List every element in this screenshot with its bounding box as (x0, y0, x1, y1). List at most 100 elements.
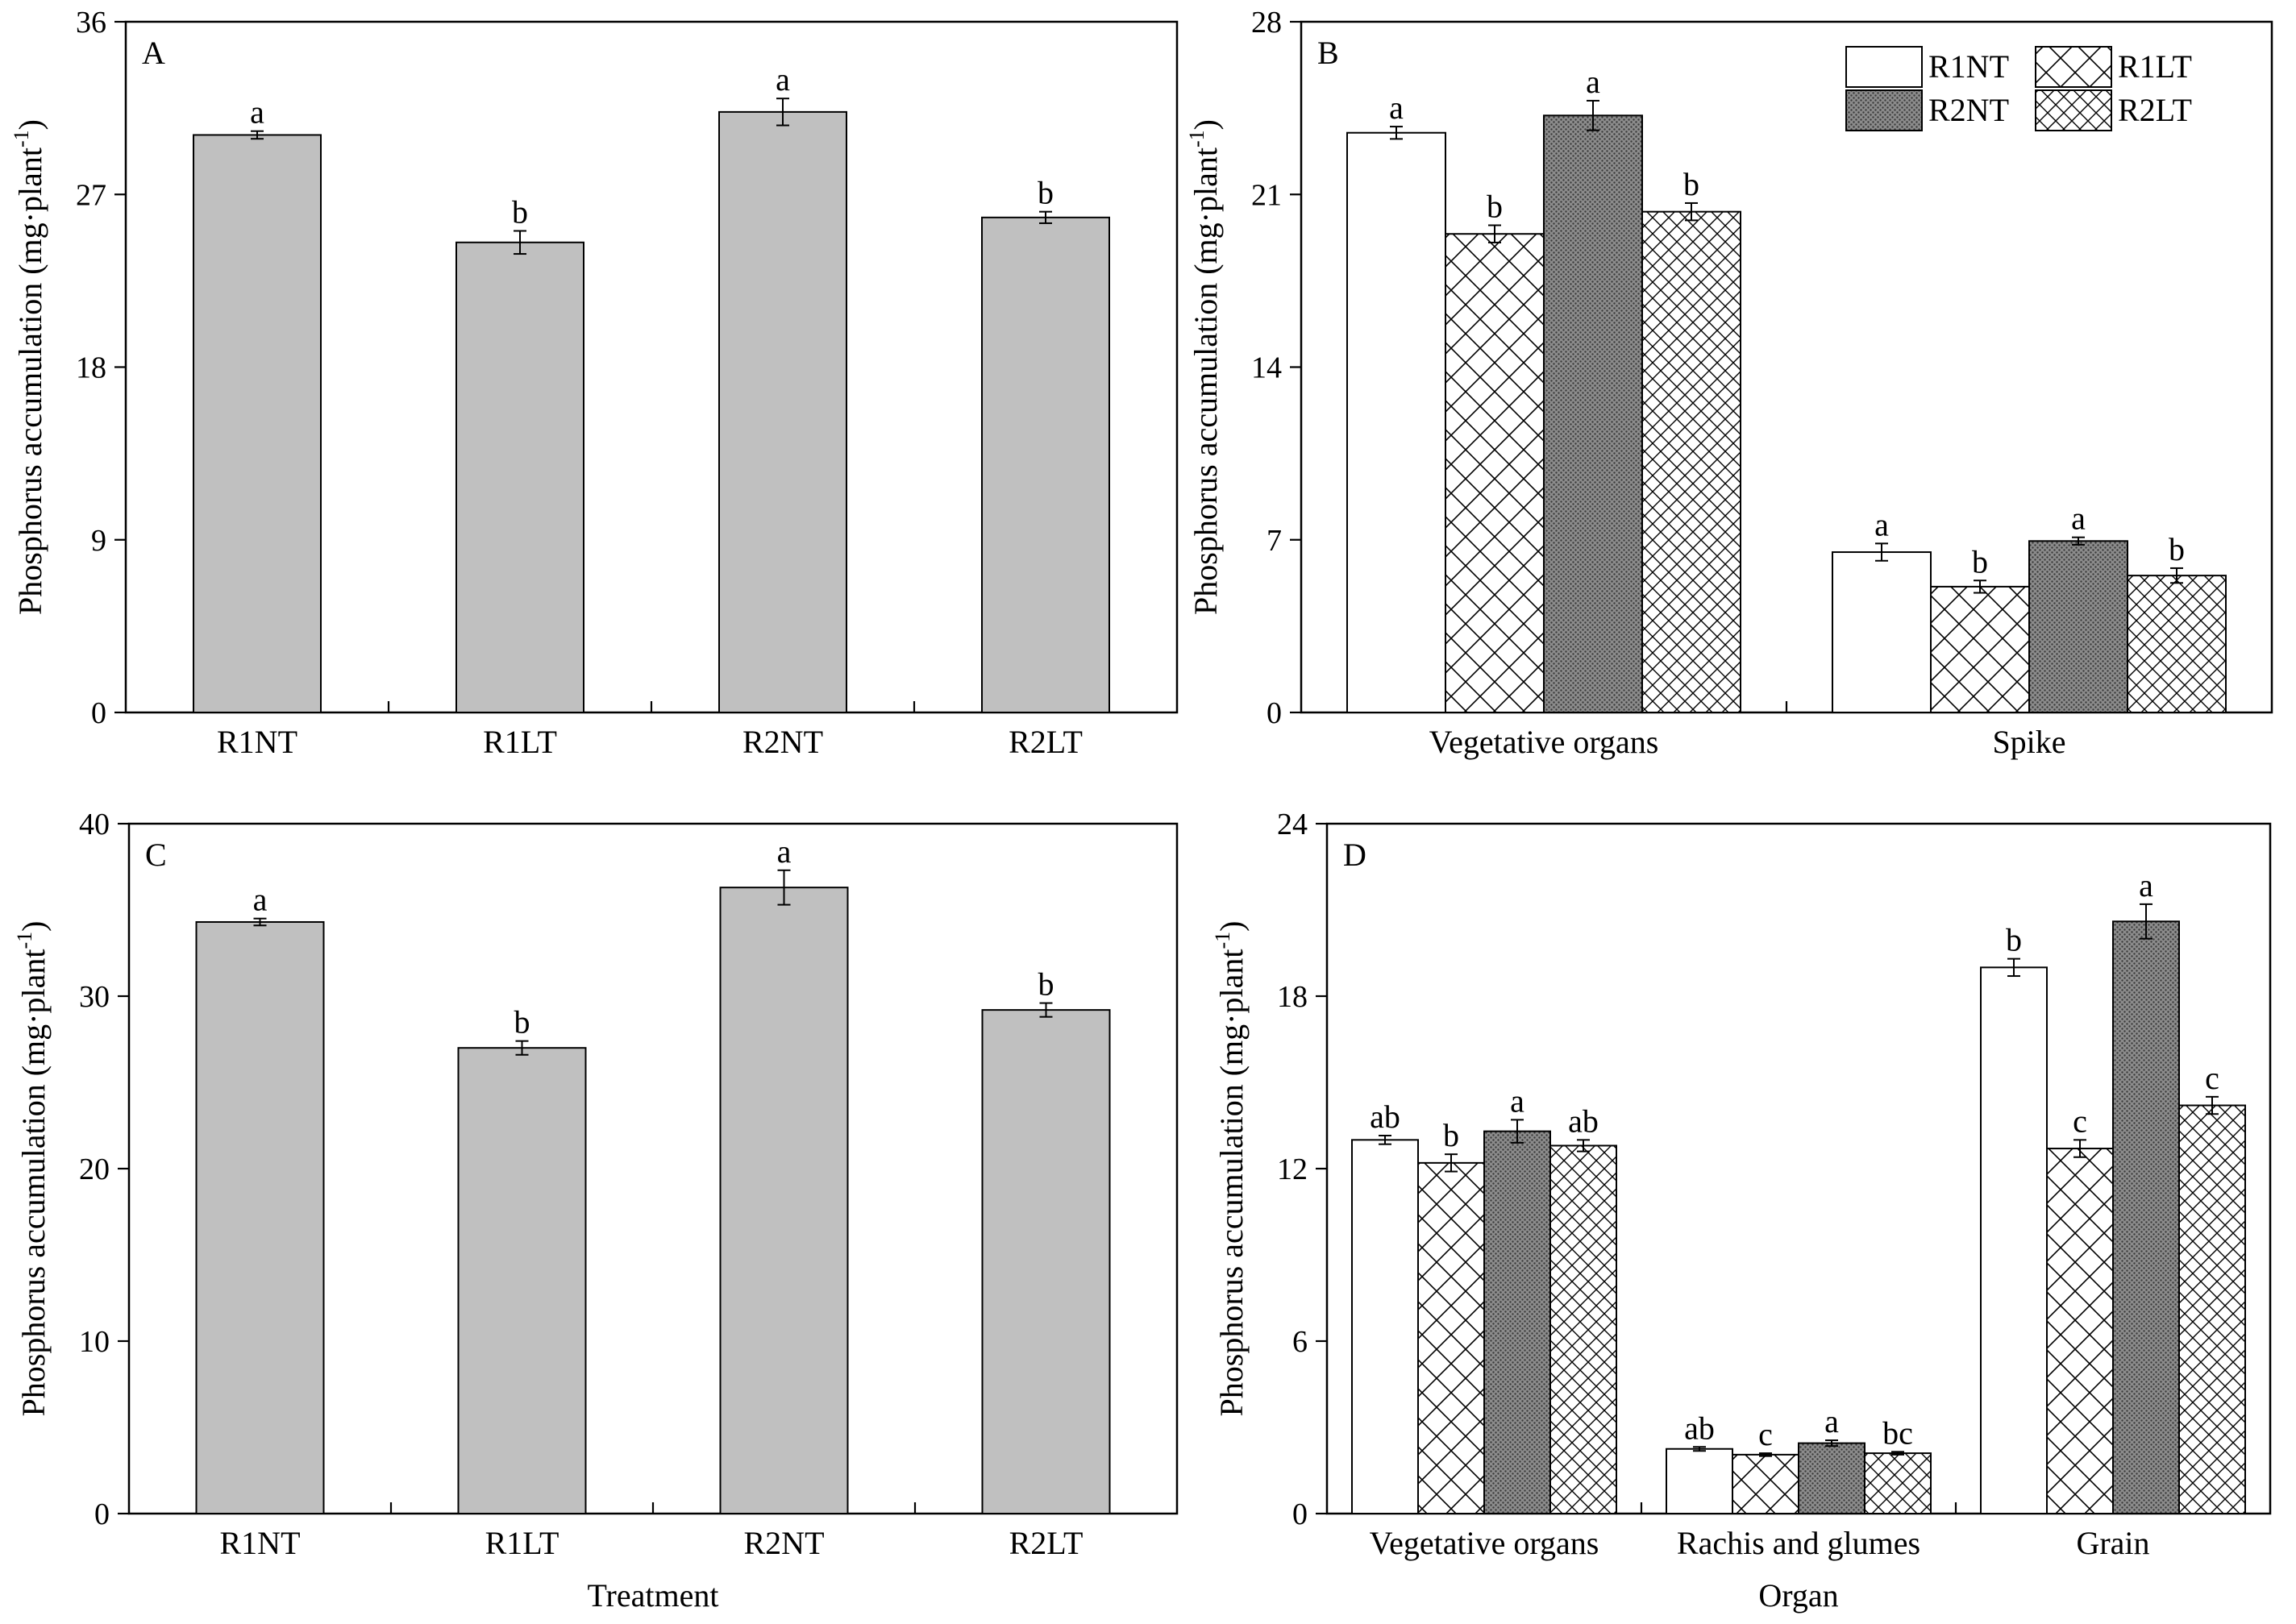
significance-letter: b (1487, 189, 1503, 225)
significance-letter: b (1443, 1117, 1459, 1153)
x-category-label: R2LT (1009, 1525, 1084, 1561)
significance-letter: ab (1370, 1099, 1400, 1135)
significance-letter: b (1683, 166, 1699, 202)
x-category-label: Spike (1992, 724, 2065, 760)
y-tick-label: 30 (79, 980, 110, 1014)
significance-letter: a (2071, 500, 2086, 537)
y-tick-label: 40 (79, 808, 110, 841)
panel-letter: D (1343, 837, 1366, 873)
legend: R1NT R1LT R2NT R2LT (1845, 46, 2192, 131)
bar (1417, 1161, 1485, 1515)
significance-letter: c (2073, 1103, 2087, 1139)
bar (455, 241, 584, 713)
y-axis-title: Phosphorus accumulation (mg·plant-1) (13, 921, 52, 1417)
significance-letter: a (253, 882, 268, 918)
bar (193, 134, 322, 714)
x-axis-title: Organ (1758, 1577, 1838, 1614)
significance-letter: b (514, 1004, 530, 1040)
significance-letter: b (1972, 543, 1988, 579)
significance-letter: b (2006, 922, 2022, 958)
x-category-label: R2LT (1009, 724, 1083, 760)
significance-letter: a (1824, 1403, 1839, 1439)
x-category-label: R1NT (217, 724, 297, 760)
y-axis-title: Phosphorus accumulation (mg·plant-1) (1211, 921, 1250, 1417)
significance-letter: b (2169, 531, 2185, 567)
panel-D: 0 6 12 18 24 Vegetative organs Rachis and glum… (1211, 808, 2272, 1614)
bar (1543, 114, 1643, 714)
x-axis-title: Treatment (588, 1577, 719, 1614)
y-tick-label: 7 (1267, 524, 1282, 558)
significance-letter: a (776, 61, 790, 98)
y-tick-label: 0 (94, 1497, 110, 1531)
significance-letter: b (1038, 175, 1054, 211)
significance-letter: a (1874, 506, 1889, 542)
bar (1351, 1139, 1419, 1515)
bar (1864, 1452, 1932, 1514)
bar (1346, 131, 1446, 714)
y-tick-label: 20 (79, 1153, 110, 1186)
x-category-label: Rachis and glumes (1677, 1525, 1920, 1561)
x-category-label: R1LT (485, 1525, 559, 1561)
bar (1641, 210, 1741, 713)
legend-label: R1LT (2118, 48, 2192, 85)
significance-letter: ab (1568, 1103, 1599, 1139)
significance-letter: b (1038, 966, 1054, 1003)
y-axis-title: Phosphorus accumulation (mg·plant-1) (10, 119, 48, 615)
y-tick-label: 18 (1277, 980, 1308, 1014)
bar (1445, 233, 1545, 713)
legend-swatch (1845, 46, 1923, 88)
bar (1980, 966, 2048, 1515)
bar (457, 1047, 587, 1514)
y-tick-label: 0 (1292, 1497, 1308, 1531)
bar (195, 920, 325, 1514)
bar (1798, 1442, 1866, 1515)
bar (2127, 575, 2227, 714)
significance-letter: a (1586, 64, 1600, 100)
bar (1930, 585, 2030, 713)
bar (1483, 1130, 1551, 1514)
x-category-label: Vegetative organs (1370, 1525, 1599, 1561)
legend-swatch (2035, 89, 2112, 131)
legend-label: R2LT (2118, 92, 2192, 128)
panel-letter: A (142, 35, 165, 71)
legend-label: R1NT (1928, 48, 2009, 85)
y-tick-label: 10 (79, 1325, 110, 1359)
y-tick-label: 6 (1292, 1325, 1308, 1359)
x-category-label: R2NT (742, 724, 823, 760)
bar (719, 887, 849, 1515)
panel-letter: C (145, 837, 167, 873)
bar (981, 216, 1110, 714)
y-tick-label: 36 (76, 6, 106, 39)
panel-A: 0 9 18 27 36 R1NT R1LT R2NT R2LT a b a b A Phosphorus … (10, 6, 1179, 760)
significance-letter: b (512, 193, 528, 230)
significance-letter: c (1758, 1416, 1773, 1452)
legend-label: R2NT (1928, 92, 2009, 128)
y-tick-label: 0 (1267, 696, 1282, 730)
legend-swatch (2035, 46, 2112, 88)
bar (1732, 1453, 1799, 1514)
bar (2112, 920, 2180, 1515)
significance-letter: a (250, 94, 264, 131)
bar (981, 1009, 1111, 1514)
panel-letter: B (1317, 35, 1339, 71)
bar (1549, 1144, 1617, 1514)
x-category-label: R1LT (483, 724, 557, 760)
y-tick-label: 9 (91, 524, 106, 558)
significance-letter: c (2205, 1060, 2219, 1096)
y-tick-label: 12 (1277, 1153, 1308, 1186)
bar (1666, 1447, 1733, 1514)
bar (2046, 1148, 2114, 1514)
y-tick-label: 27 (76, 178, 106, 212)
legend-swatch (1845, 89, 1923, 131)
bar (1832, 551, 1932, 714)
significance-letter: a (777, 833, 792, 870)
x-category-label: R1NT (220, 1525, 301, 1561)
x-category-label: Grain (2076, 1525, 2149, 1561)
significance-letter: ab (1684, 1410, 1715, 1446)
significance-letter: a (2139, 867, 2153, 903)
bar (2178, 1104, 2246, 1514)
x-category-label: Vegetative organs (1429, 724, 1659, 760)
y-tick-label: 21 (1251, 178, 1282, 212)
